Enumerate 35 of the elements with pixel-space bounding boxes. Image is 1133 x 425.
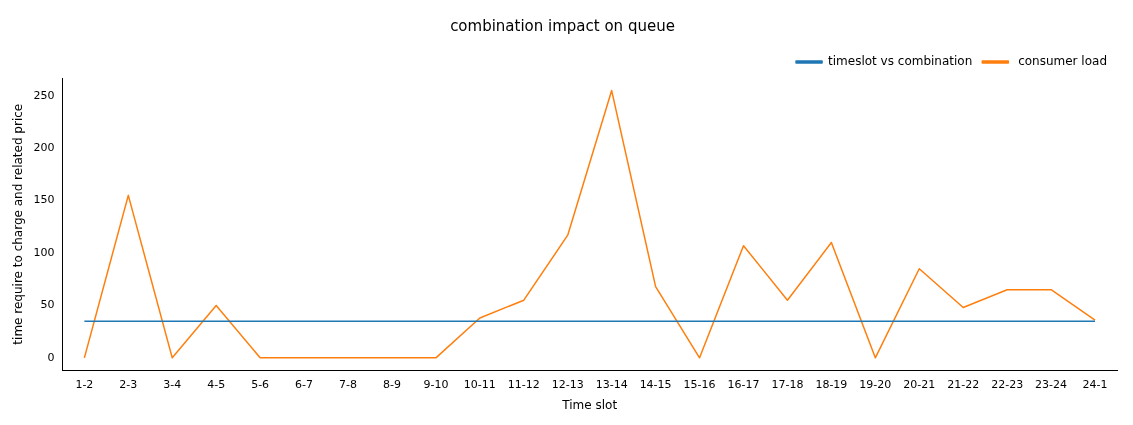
x-tick-label: 18-19: [815, 377, 848, 391]
x-tick-label: 19-20: [859, 377, 892, 391]
x-tick-label: 1-2: [75, 377, 94, 391]
y-tick-label: 250: [33, 88, 55, 102]
x-tick-label: 13-14: [595, 377, 628, 391]
y-tick-label: 150: [33, 193, 55, 207]
x-tick-label: 22-23: [991, 377, 1024, 391]
legend-label: timeslot vs combination: [828, 54, 973, 69]
y-tick-label: 100: [33, 245, 55, 259]
y-axis-title: time require to charge and related price: [11, 103, 26, 345]
x-tick-label: 21-22: [947, 377, 980, 391]
x-tick-label: 2-3: [119, 377, 138, 391]
y-tick-label: 50: [40, 298, 55, 312]
y-tick-label: 0: [47, 350, 55, 364]
x-tick-label: 7-8: [339, 377, 357, 391]
x-tick-label: 9-10: [423, 377, 449, 391]
x-tick-label: 15-16: [683, 377, 716, 391]
legend-label: consumer load: [1014, 54, 1107, 69]
x-tick-label: 17-18: [771, 377, 804, 391]
x-tick-label: 20-21: [903, 377, 936, 391]
x-tick-label: 10-11: [463, 377, 496, 391]
x-tick-label: 24-1: [1082, 377, 1108, 391]
x-tick-label: 14-15: [639, 377, 672, 391]
x-tick-label: 3-4: [163, 377, 182, 391]
x-tick-label: 11-12: [507, 377, 540, 391]
x-tick-label: 6-7: [295, 377, 314, 391]
x-tick-label: 23-24: [1035, 377, 1068, 391]
x-tick-label: 4-5: [207, 377, 226, 391]
y-tick-label: 200: [33, 141, 55, 155]
x-tick-label: 12-13: [551, 377, 584, 391]
x-tick-label: 16-17: [727, 377, 760, 391]
x-tick-label: 5-6: [251, 377, 270, 391]
chart-title: combination impact on queue: [450, 16, 675, 35]
x-axis-title: Time slot: [561, 397, 618, 412]
x-tick-label: 8-9: [382, 377, 401, 391]
